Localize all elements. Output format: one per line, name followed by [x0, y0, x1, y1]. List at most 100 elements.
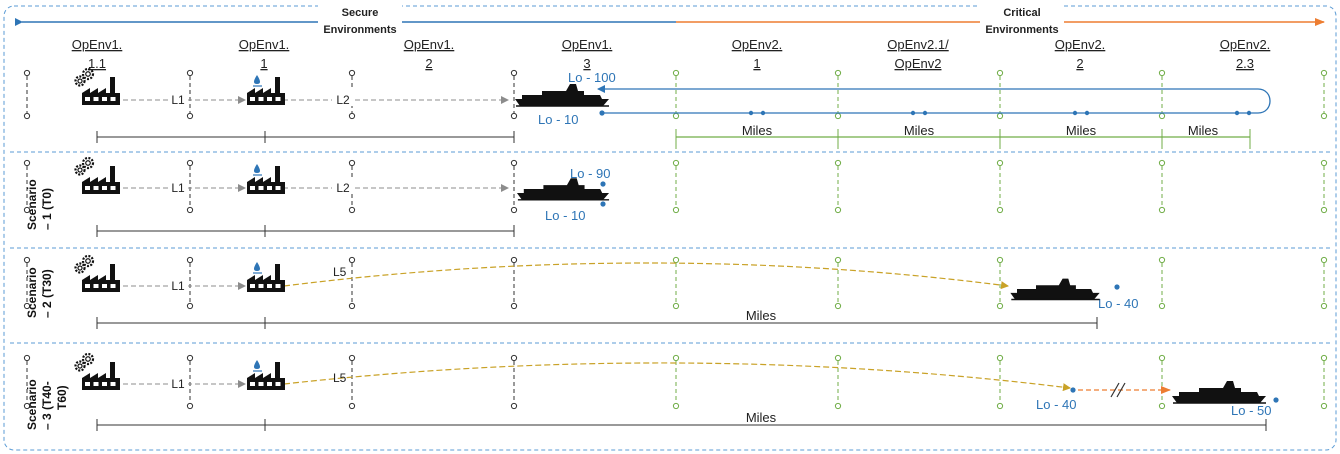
row-3-link-l5: L5: [333, 371, 347, 385]
row-3-lo-right: Lo - 50: [1231, 403, 1271, 418]
row-0-miles-1: Miles: [742, 123, 773, 138]
node-marker: [23, 354, 31, 410]
critical-header-line-2: Environments: [985, 24, 1058, 36]
column-label-1-line-1: OpEnv1.: [72, 37, 123, 52]
column-label-5-line-2: 1: [753, 56, 760, 71]
row-1-lo-top: Lo - 90: [570, 166, 610, 181]
column-label-8-line-2: 2.3: [1236, 56, 1254, 71]
ship-icon: [515, 84, 609, 107]
row-3-label-line-1: Scenario: [25, 379, 39, 430]
distance-break-mark: [1110, 382, 1126, 398]
node-marker: [1158, 69, 1166, 120]
column-label-2-line-2: 1: [260, 56, 267, 71]
diagram-frame: [3, 5, 1337, 451]
node-marker: [834, 159, 842, 214]
ship-icon: [1172, 381, 1266, 404]
column-label-8-line-1: OpEnv2.: [1220, 37, 1271, 52]
row-2-label-line-2: – 2 (T30): [40, 269, 54, 318]
node-marker: [23, 69, 31, 120]
row-2-label-line-1: Scenario: [25, 267, 39, 318]
node-marker: [510, 159, 518, 214]
row-0-link-l2: L2: [336, 93, 350, 107]
row-0-lo-top: Lo - 100: [568, 70, 616, 85]
column-label-5-line-1: OpEnv2.: [732, 37, 783, 52]
row-3-link-l1: L1: [171, 377, 185, 391]
column-label-4-line-1: OpEnv1.: [562, 37, 613, 52]
column-label-7-line-1: OpEnv2.: [1055, 37, 1106, 52]
column-label-6-line-1: OpEnv2.1/: [887, 37, 949, 52]
node-marker: [1158, 256, 1166, 310]
row-1: Scenario – 1 (T0) L1 L2 Lo - 90 Lo - 10: [25, 166, 610, 237]
node-marker: [186, 354, 194, 410]
critical-header-line-1: Critical: [1003, 7, 1040, 19]
row-1-link-l2: L2: [336, 181, 350, 195]
node-marker: [672, 354, 680, 410]
row-0-miles-2: Miles: [904, 123, 935, 138]
node-markers: [23, 69, 1328, 410]
column-labels: OpEnv1. 1.1 OpEnv1. 1 OpEnv1. 2 OpEnv1. …: [72, 37, 1271, 71]
factory-with-gears-icon: [74, 352, 120, 390]
row-0-miles-3: Miles: [1066, 123, 1097, 138]
node-marker: [1158, 159, 1166, 214]
node-marker: [23, 159, 31, 214]
column-label-2-line-1: OpEnv1.: [239, 37, 290, 52]
node-marker: [186, 69, 194, 120]
node-marker: [996, 159, 1004, 214]
node-marker: [186, 256, 194, 310]
column-label-3-line-2: 2: [425, 56, 432, 71]
row-2-miles: Miles: [746, 308, 777, 323]
node-marker: [348, 354, 356, 410]
row-1-lo-bottom: Lo - 10: [545, 208, 585, 223]
factory-with-gears-icon: [74, 67, 120, 105]
column-label-1-line-2: 1.1: [88, 56, 106, 71]
row-3-miles: Miles: [746, 410, 777, 425]
row-dividers: [10, 151, 1330, 344]
node-marker: [510, 354, 518, 410]
ship-icon: [516, 178, 610, 201]
node-marker: [996, 256, 1004, 310]
node-marker: [23, 256, 31, 310]
row-2-link-l5: L5: [333, 265, 347, 279]
column-label-4-line-2: 3: [583, 56, 590, 71]
factory-with-droplet-icon: [247, 164, 285, 194]
icons-layer: [74, 67, 1266, 404]
secure-header-line-1: Secure: [342, 7, 379, 19]
row-0-lo-bottom: Lo - 10: [538, 112, 578, 127]
column-label-3-line-1: OpEnv1.: [404, 37, 455, 52]
node-marker: [834, 256, 842, 310]
row-0-miles-4: Miles: [1188, 123, 1219, 138]
row-1-label-line-2: – 1 (T0): [40, 188, 54, 230]
node-marker: [1320, 159, 1328, 214]
column-label-6-line-2: OpEnv2: [895, 56, 942, 71]
node-marker: [348, 159, 356, 214]
row-3-label-line-3: T60): [55, 385, 69, 410]
node-marker: [510, 256, 518, 310]
ship-icon: [1010, 278, 1100, 301]
node-marker: [1158, 354, 1166, 410]
node-marker: [348, 69, 356, 120]
row-1-link-l1: L1: [171, 181, 185, 195]
row-2: Scenario – 2 (T30) L1 L5 Lo - 40 Miles: [25, 262, 1138, 329]
row-3-lo-left: Lo - 40: [1036, 397, 1076, 412]
node-marker: [996, 354, 1004, 410]
row-0: L1 L2 Lo - 100 Lo - 10 Miles Miles Miles…: [96, 70, 1271, 149]
column-label-7-line-2: 2: [1076, 56, 1083, 71]
factory-with-droplet-icon: [247, 262, 285, 292]
node-marker: [834, 69, 842, 120]
row-3-label-line-2: – 3 (T40-: [40, 381, 54, 430]
factory-with-gears-icon: [74, 254, 120, 292]
row-3: Scenario – 3 (T40- T60) L1 L5 Lo - 40 Lo…: [25, 362, 1279, 431]
row-2-link-l1: L1: [171, 279, 185, 293]
node-marker: [996, 69, 1004, 120]
node-marker: [672, 256, 680, 310]
node-marker: [348, 256, 356, 310]
node-marker: [672, 159, 680, 214]
node-marker: [186, 159, 194, 214]
factory-with-droplet-icon: [247, 75, 285, 105]
node-marker: [834, 354, 842, 410]
node-marker: [510, 69, 518, 120]
node-marker: [1320, 256, 1328, 310]
node-marker: [1320, 354, 1328, 410]
row-0-link-l1: L1: [171, 93, 185, 107]
